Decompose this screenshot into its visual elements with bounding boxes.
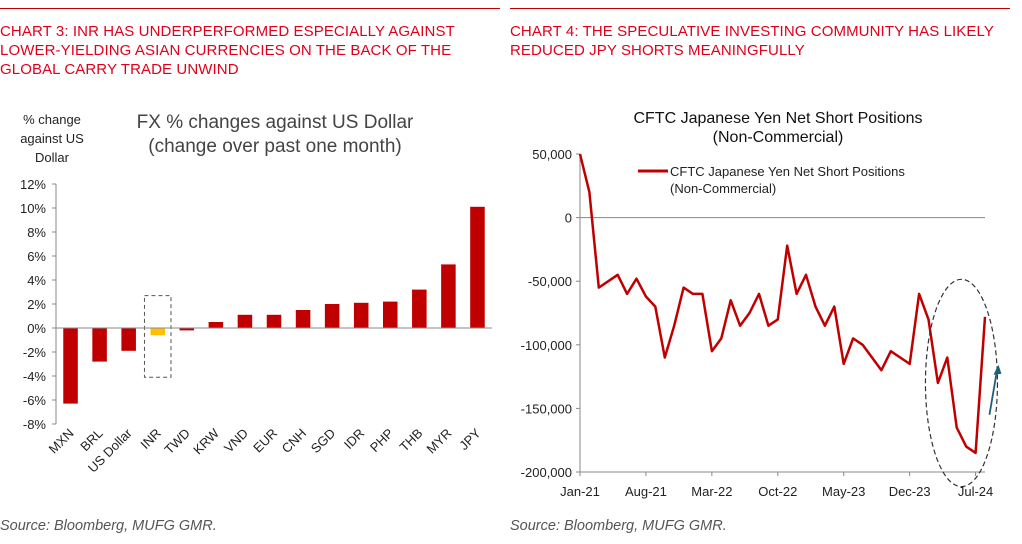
bar-ylabel-line1: % change xyxy=(23,112,81,127)
bar-chart-title-line1: FX % changes against US Dollar xyxy=(137,112,414,133)
line-x-tick-label: Mar-22 xyxy=(691,484,732,499)
bar-krw xyxy=(208,322,224,328)
bar-thb xyxy=(412,289,427,328)
line-x-tick-label: Jul-24 xyxy=(958,484,993,499)
bar-y-tick-label: 2% xyxy=(27,297,46,312)
bar-y-tick-label: 4% xyxy=(27,273,46,288)
bar-x-tick-label: MXN xyxy=(46,426,77,457)
bar-x-tick-label: JPY xyxy=(456,425,484,453)
bar-jpy xyxy=(470,206,485,328)
bar-twd xyxy=(179,328,195,331)
bar-inr xyxy=(150,328,165,336)
bar-php xyxy=(383,301,398,328)
bar-idr xyxy=(353,302,369,328)
bar-x-tick-label: VND xyxy=(221,426,251,456)
top-rule xyxy=(0,8,500,9)
bar-cnh xyxy=(295,310,311,328)
bar-x-tick-label: EUR xyxy=(250,426,280,456)
line-chart-title-line1: CFTC Japanese Yen Net Short Positions xyxy=(633,110,922,127)
top-rule xyxy=(510,8,1010,9)
bar-x-tick-label: CNH xyxy=(279,426,310,457)
bar-chart: FX % changes against US Dollar (change o… xyxy=(20,112,492,475)
series-line-jpy-net-shorts xyxy=(578,153,987,455)
bar-x-tick-label: KRW xyxy=(190,425,222,457)
bar-ylabel-line3: Dollar xyxy=(35,150,70,165)
legend-label-line2: (Non-Commercial) xyxy=(670,181,776,196)
bar-y-tick-label: 12% xyxy=(20,177,46,192)
bar-y-tick-label: 10% xyxy=(20,201,46,216)
bar-x-tick-label: PHP xyxy=(367,426,397,456)
left-panel: CHART 3: INR HAS UNDERPERFORMED ESPECIAL… xyxy=(0,0,500,544)
chart3-heading: CHART 3: INR HAS UNDERPERFORMED ESPECIAL… xyxy=(0,23,455,78)
line-x-tick-label: Oct-22 xyxy=(758,484,797,499)
up-arrow-icon xyxy=(988,367,999,415)
inr-highlight-box xyxy=(143,295,172,378)
bar-y-tick-label: 8% xyxy=(27,225,46,240)
bar-chart-title-line2: (change over past one month) xyxy=(148,136,402,157)
line-plot-area: 50,000 0 -50,000 -100,000 -150,000 -200,000 Ja… xyxy=(521,147,1002,499)
chart3-source: Source: Bloomberg, MUFG GMR. xyxy=(0,518,217,534)
line-x-tick-label: May-23 xyxy=(822,484,865,499)
bar-x-tick-label: INR xyxy=(137,426,163,452)
line-y-tick-label: -200,000 xyxy=(521,465,572,480)
legend-label-line1: CFTC Japanese Yen Net Short Positions xyxy=(670,164,905,179)
chart4-heading: CHART 4: THE SPECULATIVE INVESTING COMMU… xyxy=(510,23,994,59)
up-arrow-head xyxy=(993,364,1002,375)
bar-y-tick-label: -8% xyxy=(23,417,47,432)
line-chart-title-line2: (Non-Commercial) xyxy=(713,129,844,146)
bar-myr xyxy=(441,264,456,328)
line-chart: CFTC Japanese Yen Net Short Positions (N… xyxy=(521,110,1002,499)
line-y-tick-label: -150,000 xyxy=(521,401,572,416)
bar-eur xyxy=(266,314,282,328)
bar-x-tick-label: THB xyxy=(396,426,425,455)
recent-period-ellipse xyxy=(924,278,999,488)
line-x-tick-label: Dec-23 xyxy=(889,484,931,499)
bar-x-tick-label: SGD xyxy=(308,426,339,457)
bar-vnd xyxy=(237,314,253,328)
bar-x-tick-label: IDR xyxy=(341,426,367,452)
line-y-tick-label: -50,000 xyxy=(528,274,572,289)
line-y-tick-label: 0 xyxy=(565,211,572,226)
line-y-tick-label: 50,000 xyxy=(532,147,572,162)
bar-x-tick-label: MYR xyxy=(423,426,454,457)
line-x-tick-label: Jan-21 xyxy=(560,484,600,499)
bar-brl xyxy=(92,328,107,362)
bar-mxn xyxy=(63,328,78,404)
bar-y-tick-label: -4% xyxy=(23,369,47,384)
bar-y-tick-label: -6% xyxy=(23,393,47,408)
chart4-source: Source: Bloomberg, MUFG GMR. xyxy=(510,518,727,534)
bar-y-tick-label: -2% xyxy=(23,345,47,360)
bar-us-dollar xyxy=(121,328,136,351)
bar-sgd xyxy=(324,304,340,328)
line-y-tick-label: -100,000 xyxy=(521,338,572,353)
bar-ylabel-line2: against US xyxy=(20,131,84,146)
right-panel: CHART 4: THE SPECULATIVE INVESTING COMMU… xyxy=(510,0,1010,544)
bar-y-tick-label: 0% xyxy=(27,321,46,336)
line-x-tick-label: Aug-21 xyxy=(625,484,667,499)
bar-y-tick-label: 6% xyxy=(27,249,46,264)
bar-x-tick-label: TWD xyxy=(161,426,193,458)
